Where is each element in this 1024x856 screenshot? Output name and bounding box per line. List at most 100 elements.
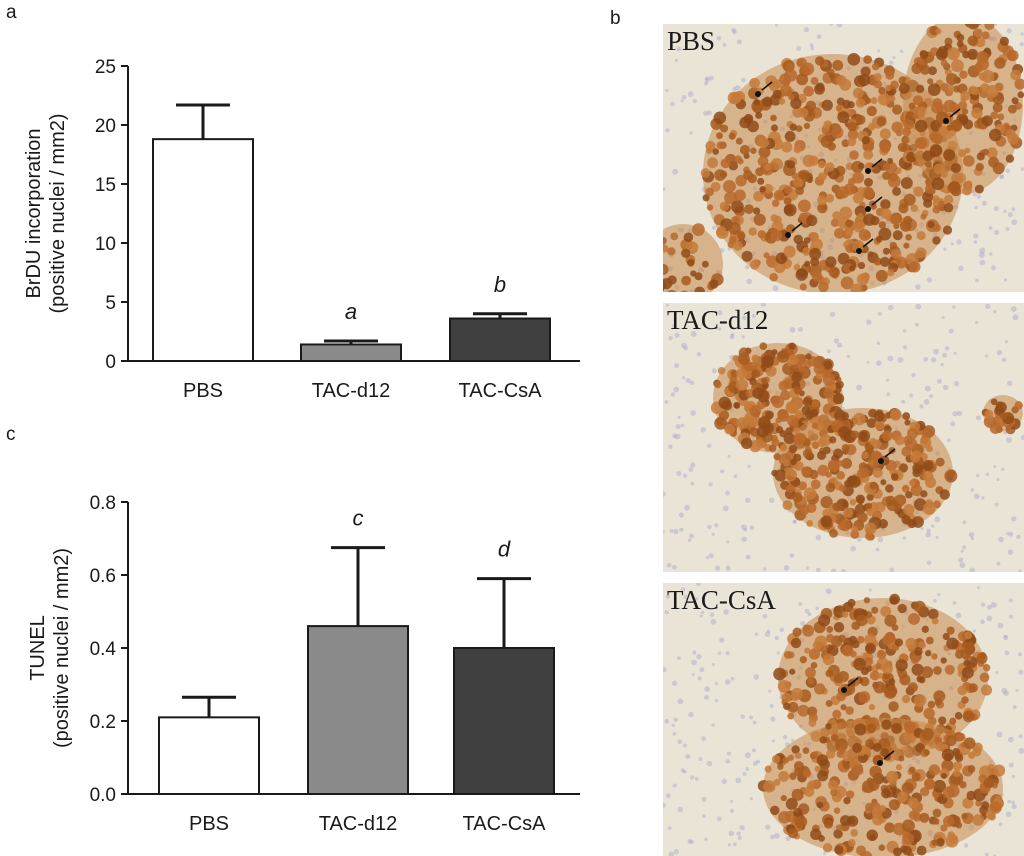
background-nucleus [827,349,831,354]
stained-cell [954,711,963,720]
stained-cell [941,748,955,762]
stained-cell [877,672,884,679]
stained-cell [911,63,923,74]
panel-letter-b: b [610,8,621,29]
stained-cell [898,755,905,762]
stained-cell [859,431,868,440]
stained-cell [720,158,731,169]
stained-cell [913,600,926,613]
stained-cell [773,190,785,201]
stained-cell [858,691,871,704]
stained-cell [867,123,876,131]
stained-cell [799,283,807,291]
background-nucleus [986,615,993,622]
stained-cell [830,218,840,227]
stained-cell [951,59,964,73]
stained-cell [933,779,947,793]
stained-cell [888,95,896,103]
background-nucleus [672,783,677,788]
background-nucleus [1003,278,1008,282]
stained-cell [966,24,977,29]
stained-cell [694,286,705,292]
background-nucleus [952,305,956,309]
background-nucleus [675,424,681,430]
background-nucleus [793,520,797,524]
background-nucleus [689,380,695,385]
background-nucleus [956,410,963,416]
stained-cell [990,398,998,406]
stained-cell [898,82,910,94]
background-nucleus [705,40,709,44]
stained-cell [903,242,910,249]
stained-cell [783,203,797,217]
stained-cell [940,824,948,832]
stained-cell [720,124,729,133]
background-nucleus [745,766,750,771]
background-nucleus [705,555,710,560]
stained-cell [935,48,948,61]
stained-cell [775,417,782,424]
stained-cell [939,489,950,500]
stained-cell [935,28,942,35]
background-nucleus [785,835,791,842]
stained-cell [912,95,924,106]
stained-cell [894,638,904,647]
stained-cell [785,484,795,494]
y-tick-label: 15 [95,175,116,196]
background-nucleus [1020,434,1024,440]
stained-cell [773,667,786,681]
stained-cell [961,666,974,679]
background-nucleus [981,200,987,206]
stained-cell [890,473,899,481]
stained-cell [878,86,886,95]
background-nucleus [942,352,947,358]
background-nucleus [719,637,725,643]
stained-cell [908,102,916,110]
background-nucleus [689,839,694,844]
stained-cell [849,650,857,658]
stained-cell [795,752,802,759]
stained-cell [791,788,804,801]
background-nucleus [684,504,690,511]
background-nucleus [751,313,756,318]
stained-cell [975,799,983,807]
stained-cell [804,260,811,267]
background-nucleus [972,191,977,197]
background-nucleus [730,799,734,803]
stained-cell [964,631,973,640]
x-tick-label: TAC-CsA [463,813,547,830]
background-nucleus [670,392,675,397]
stained-cell [670,232,679,241]
background-nucleus [708,482,713,487]
significance-letter: a [345,299,357,324]
background-nucleus [732,86,737,92]
background-nucleus [973,493,980,500]
stained-cell [802,747,810,754]
background-nucleus [959,562,966,568]
background-nucleus [1005,811,1012,818]
background-nucleus [850,545,856,552]
stained-cell [921,625,929,633]
stained-cell [820,496,833,509]
stained-cell [790,458,797,466]
background-nucleus [940,363,944,367]
stained-cell [817,450,827,460]
stained-cell [832,211,841,220]
stained-cell [751,369,761,379]
background-nucleus [740,714,746,719]
stained-cell [785,427,793,435]
background-nucleus [774,635,779,641]
stained-cell [802,154,816,168]
stained-cell [911,772,921,782]
stained-cell [863,149,874,160]
stained-cell [959,781,967,789]
stained-cell [760,377,768,385]
stained-cell [687,258,695,267]
stained-cell [842,751,853,762]
background-nucleus [736,831,741,836]
stained-cell [910,655,920,665]
stained-cell [771,349,778,356]
stained-cell [885,484,894,493]
stained-cell [856,635,865,644]
background-nucleus [714,565,721,571]
